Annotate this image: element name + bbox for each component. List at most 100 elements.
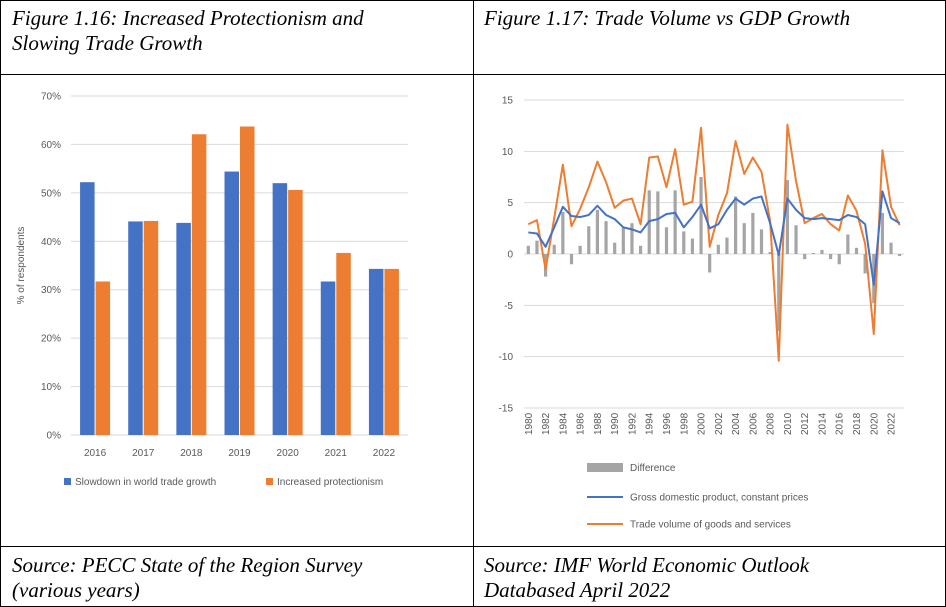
difference-bar <box>751 212 755 254</box>
y-tick-label: 10 <box>502 147 514 158</box>
difference-bar <box>759 229 764 254</box>
y-tick-label: 20% <box>41 334 61 345</box>
y-axis-label: % of respondents <box>16 227 27 305</box>
difference-bar <box>621 227 625 254</box>
bar-protectionism <box>191 134 207 435</box>
figure-1-17-title: Figure 1.17: Trade Volume vs GDP Growth <box>484 6 851 30</box>
figure-1-16-title: Figure 1.16: Increased Protectionism and… <box>12 6 364 55</box>
source-row-divider <box>0 546 946 547</box>
difference-bar <box>889 242 893 254</box>
bar-slowdown <box>176 222 191 435</box>
bar-slowdown <box>128 221 143 435</box>
difference-bar <box>803 254 807 260</box>
x-tick-label: 2012 <box>800 412 811 435</box>
legend-label-difference: Difference <box>630 463 676 474</box>
difference-bar <box>725 237 729 254</box>
figure-1-16-source: Source: PECC State of the Region Survey … <box>12 553 363 602</box>
x-tick-label: 1992 <box>627 412 638 435</box>
x-tick-label: 1990 <box>610 412 621 435</box>
difference-bar <box>690 238 695 254</box>
x-tick-label: 2016 <box>84 448 107 459</box>
x-tick-label: 2008 <box>766 412 777 435</box>
bar-slowdown <box>80 182 95 435</box>
x-tick-label: 2006 <box>748 412 759 435</box>
difference-bar <box>828 254 833 260</box>
difference-bar <box>569 254 574 265</box>
x-tick-label: 2018 <box>180 448 203 459</box>
trade-gdp-line-chart: 15 10 5 0 -5 -10 -15 1980 1982 1984 1986 1988 1990 19… <box>499 96 904 531</box>
difference-bar <box>552 244 556 254</box>
x-tick-label: 2020 <box>869 412 880 435</box>
x-tick-label: 1998 <box>679 412 690 435</box>
difference-bar <box>794 225 798 254</box>
difference-bar <box>664 227 669 254</box>
difference-bar <box>673 190 677 254</box>
y-tick-label: 10% <box>41 382 61 393</box>
difference-bar <box>578 245 582 254</box>
difference-bar <box>587 226 591 254</box>
difference-bar <box>656 191 660 254</box>
difference-bar <box>898 254 902 257</box>
y-tick-label: 15 <box>502 96 514 107</box>
bar-slowdown <box>368 268 384 435</box>
x-tick-label: 2000 <box>697 412 708 435</box>
x-tick-label: 2002 <box>714 412 725 435</box>
difference-bar <box>638 245 643 254</box>
figure-1-17-source: Source: IMF World Economic Outlook Datab… <box>484 553 810 602</box>
bar-protectionism <box>336 252 351 435</box>
x-tick-label: 2004 <box>731 412 742 435</box>
x-tick-label: 1994 <box>645 412 656 435</box>
difference-bar <box>768 251 772 254</box>
x-tick-label: 2018 <box>852 412 863 435</box>
difference-bar <box>777 254 781 331</box>
difference-bar <box>863 254 867 274</box>
bar-protectionism <box>240 126 255 435</box>
difference-bar <box>613 242 617 254</box>
y-tick-label: 60% <box>41 140 61 151</box>
difference-bar <box>708 254 712 273</box>
x-tick-label: 1986 <box>576 412 587 435</box>
legend-swatch <box>266 478 273 485</box>
bar-protectionism <box>288 189 303 435</box>
gdp-line <box>528 190 901 286</box>
difference-bar <box>846 234 850 254</box>
x-tick-label: 2016 <box>835 412 846 435</box>
x-tick-label: 2019 <box>228 448 251 459</box>
x-tick-label: 2022 <box>373 448 396 459</box>
y-tick-label: 0% <box>47 431 62 442</box>
x-tick-label: 1996 <box>662 412 673 435</box>
bar-slowdown <box>224 171 239 435</box>
y-tick-label: 0 <box>507 250 513 261</box>
x-tick-label: 1982 <box>541 412 552 435</box>
x-tick-label: 2017 <box>132 448 155 459</box>
y-tick-label: -5 <box>504 301 513 312</box>
legend-swatch-difference <box>587 463 623 472</box>
difference-bar <box>837 254 841 265</box>
y-tick-label: -10 <box>499 352 514 363</box>
bar-slowdown <box>320 281 336 435</box>
bar-slowdown <box>272 183 288 435</box>
bar-protectionism <box>95 281 111 435</box>
legend-swatch <box>64 478 71 485</box>
x-tick-label: 2021 <box>325 448 348 459</box>
x-tick-label: 2014 <box>817 412 828 435</box>
legend-label-gdp: Gross domestic product, constant prices <box>630 493 808 504</box>
legend-label: Slowdown in world trade growth <box>75 477 216 488</box>
difference-bar <box>716 244 720 254</box>
difference-bar <box>630 223 634 254</box>
y-tick-label: 70% <box>41 92 61 103</box>
difference-bar <box>604 221 608 254</box>
difference-bar <box>682 231 686 254</box>
column-divider <box>473 0 474 607</box>
title-row-divider <box>0 74 946 75</box>
difference-bar <box>742 223 746 254</box>
difference-bar <box>733 196 738 254</box>
bar-protectionism <box>384 268 399 435</box>
difference-bar <box>785 180 790 254</box>
trade-volume-line <box>527 123 901 362</box>
protectionism-bar-chart: 0% 10% 20% 30% 40% 50% 60% 70% % of respondents 2… <box>16 92 408 488</box>
x-tick-label: 1984 <box>558 412 569 435</box>
x-tick-label: 1988 <box>593 412 604 435</box>
difference-bar <box>699 177 703 254</box>
x-tick-label: 1980 <box>524 412 535 435</box>
